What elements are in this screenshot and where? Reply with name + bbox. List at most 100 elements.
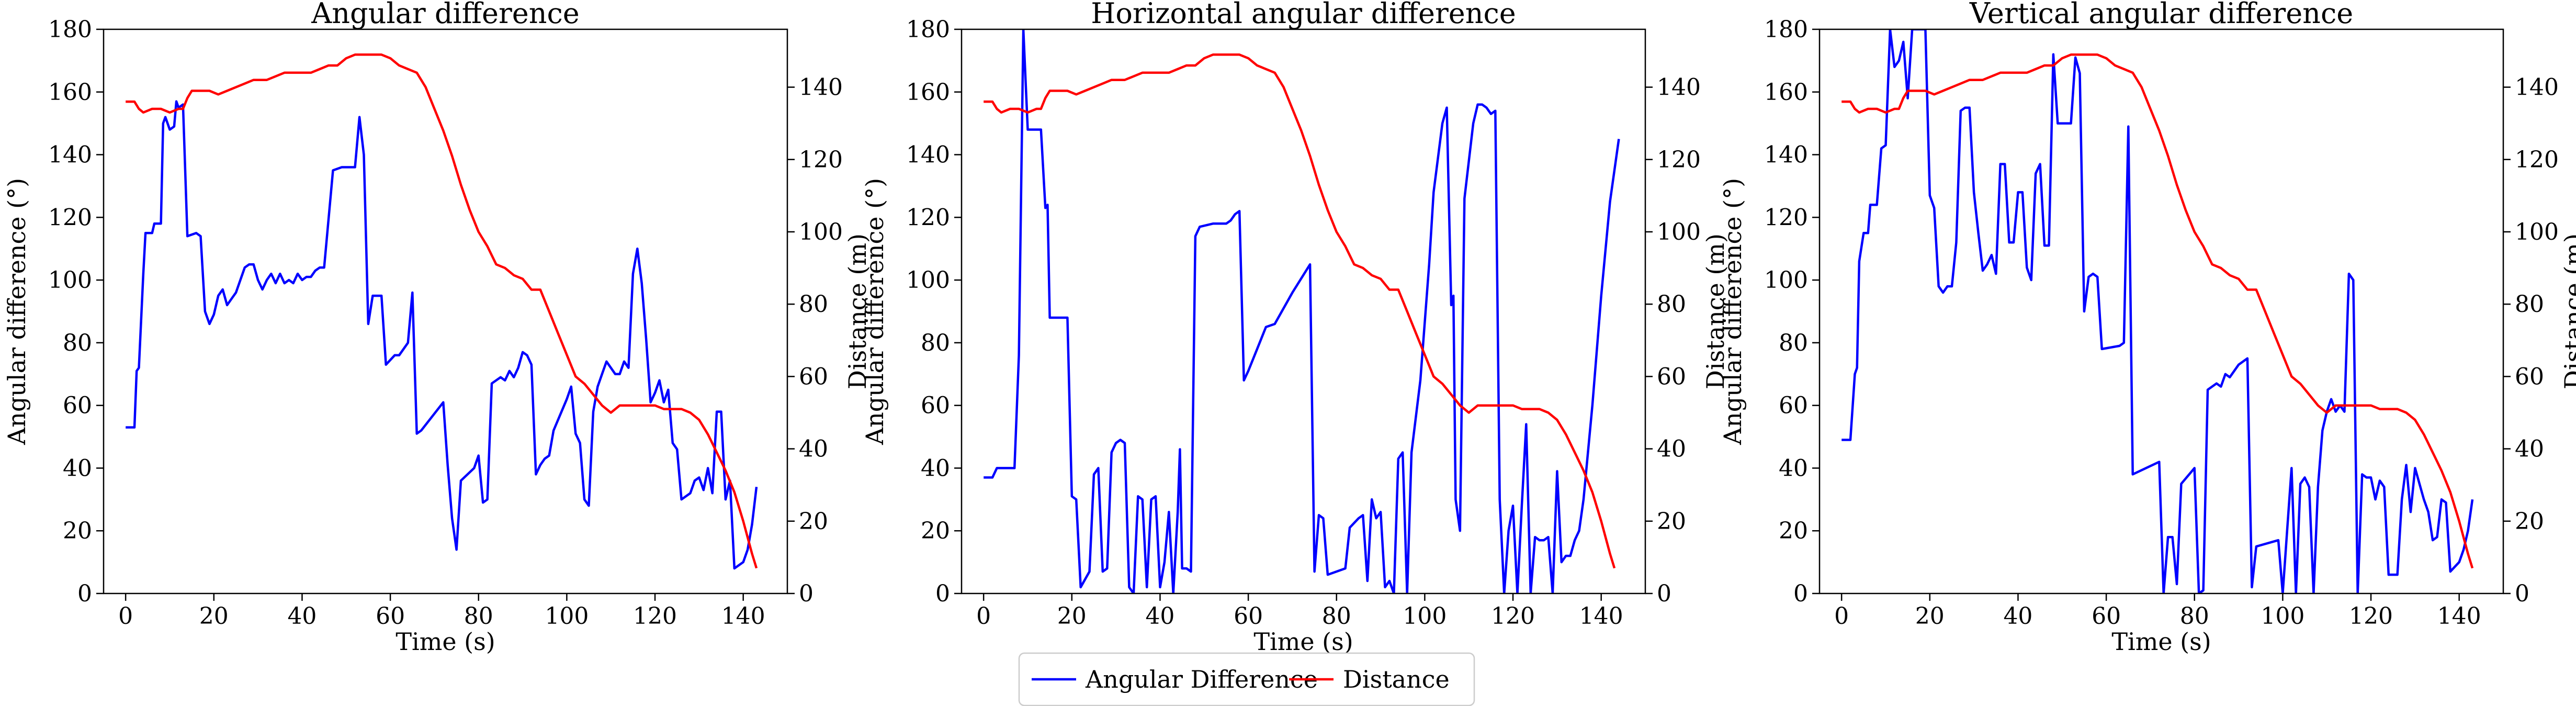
x-tick-label: 0	[1834, 603, 1849, 630]
chart-title: Vertical angular difference	[1969, 0, 2353, 30]
x-tick-label: 40	[287, 603, 317, 630]
x-tick-label: 120	[1491, 603, 1535, 630]
y-tick-label: 140	[48, 142, 92, 169]
chart-panel-2: 0 20 40 60 80 100 120 140 0 20 40 60 80 100 120 140 160 1…	[861, 0, 1730, 656]
y-tick-label: 160	[906, 79, 950, 106]
chart-panel-3: 0 20 40 60 80 100 120 140 0 20 40 60 80 100 120 140 160 1…	[1719, 0, 2576, 656]
y2-tick-label: 120	[2515, 147, 2559, 173]
x-tick-label: 120	[2349, 603, 2393, 630]
y-tick-label: 180	[1764, 16, 1808, 43]
y-tick-label: 0	[935, 580, 950, 607]
x-tick-label: 60	[1234, 603, 1263, 630]
y2-tick-label: 120	[799, 147, 843, 173]
legend-box	[1018, 652, 1475, 706]
y-tick-label: 60	[63, 393, 92, 419]
x-axis-label: Time (s)	[1253, 627, 1353, 656]
x-tick-label: 40	[2003, 603, 2032, 630]
y-tick-label: 180	[48, 16, 92, 43]
y-axis-label: Angular difference (°)	[3, 178, 31, 445]
y2-axis-label: Distance (m)	[1701, 233, 1730, 389]
plot-frame	[103, 28, 788, 595]
y2-tick-label: 100	[2515, 219, 2559, 245]
x-tick-label: 80	[2180, 603, 2209, 630]
y2-tick-label: 100	[799, 219, 843, 245]
y2-tick-label: 20	[2515, 508, 2544, 535]
distance-line	[1841, 53, 2474, 569]
y-tick-label: 140	[906, 142, 950, 169]
x-tick-label: 100	[1403, 603, 1447, 630]
y2-tick-label: 100	[1657, 219, 1701, 245]
y2-tick-label: 120	[1657, 147, 1701, 173]
angular-difference-line	[1841, 29, 2474, 593]
y-tick-label: 80	[921, 330, 950, 356]
chart-panel-1: 0 20 40 60 80 100 120 140 0 20 40 60 80 100 120 140 160 1…	[3, 0, 872, 656]
y-tick-label: 80	[1779, 330, 1808, 356]
y2-tick-label: 140	[2515, 74, 2559, 101]
y-tick-label: 140	[1764, 142, 1808, 169]
y2-tick-label: 80	[2515, 291, 2544, 318]
y-tick-label: 100	[906, 267, 950, 294]
legend-label-distance: Distance	[1343, 665, 1450, 693]
x-tick-label: 60	[2092, 603, 2121, 630]
y2-tick-label: 0	[2515, 580, 2529, 607]
y2-tick-label: 140	[1657, 74, 1701, 101]
y-axis-label: Angular difference (°)	[861, 178, 889, 445]
x-tick-label: 40	[1145, 603, 1174, 630]
x-tick-label: 0	[118, 603, 133, 630]
y-axis-label: Angular difference (°)	[1719, 178, 1747, 445]
distance-line	[984, 53, 1616, 569]
x-tick-label: 140	[1579, 603, 1623, 630]
y-tick-label: 80	[63, 330, 92, 356]
y2-tick-label: 40	[2515, 436, 2544, 463]
y-tick-label: 120	[906, 204, 950, 231]
y-tick-label: 0	[77, 580, 92, 607]
y-tick-label: 20	[1779, 518, 1808, 544]
y2-tick-label: 140	[799, 74, 843, 101]
plot-frame	[1818, 28, 2504, 595]
chart-title: Horizontal angular difference	[1091, 0, 1516, 30]
y-tick-label: 0	[1793, 580, 1808, 607]
y-tick-label: 100	[1764, 267, 1808, 294]
y2-tick-label: 80	[799, 291, 828, 318]
x-tick-label: 20	[1915, 603, 1945, 630]
legend: Angular Difference Distance	[1018, 652, 1475, 706]
x-tick-label: 120	[633, 603, 677, 630]
x-tick-label: 20	[199, 603, 229, 630]
x-tick-label: 140	[2437, 603, 2481, 630]
x-tick-label: 20	[1057, 603, 1087, 630]
y-tick-label: 40	[1779, 455, 1808, 481]
x-tick-label: 140	[721, 603, 765, 630]
y2-tick-label: 20	[799, 508, 828, 535]
x-tick-label: 60	[376, 603, 405, 630]
y-tick-label: 40	[63, 455, 92, 481]
y2-tick-label: 0	[1657, 580, 1671, 607]
y-tick-label: 120	[48, 204, 92, 231]
x-tick-label: 100	[2261, 603, 2304, 630]
y2-axis-label: Distance (m)	[843, 233, 872, 389]
y2-tick-label: 80	[1657, 291, 1686, 318]
x-tick-label: 80	[1322, 603, 1351, 630]
legend-label-angular-difference: Angular Difference	[1085, 665, 1318, 693]
y2-tick-label: 40	[1657, 436, 1686, 463]
y2-tick-label: 60	[1657, 363, 1686, 390]
y-tick-label: 20	[63, 518, 92, 544]
y2-tick-label: 0	[799, 580, 814, 607]
y-tick-label: 60	[921, 393, 950, 419]
y-tick-label: 20	[921, 518, 950, 544]
x-axis-label: Time (s)	[2111, 627, 2211, 656]
x-axis-label: Time (s)	[396, 627, 495, 656]
y-tick-label: 120	[1764, 204, 1808, 231]
x-tick-label: 100	[545, 603, 589, 630]
y2-axis-label: Distance (m)	[2559, 233, 2576, 389]
y2-tick-label: 60	[799, 363, 828, 390]
y-tick-label: 60	[1779, 393, 1808, 419]
x-tick-label: 0	[976, 603, 991, 630]
angular-difference-line	[126, 100, 758, 570]
y2-tick-label: 20	[1657, 508, 1686, 535]
y-tick-label: 160	[1764, 79, 1808, 106]
y2-tick-label: 60	[2515, 363, 2544, 390]
y-tick-label: 40	[921, 455, 950, 481]
y2-tick-label: 40	[799, 436, 828, 463]
